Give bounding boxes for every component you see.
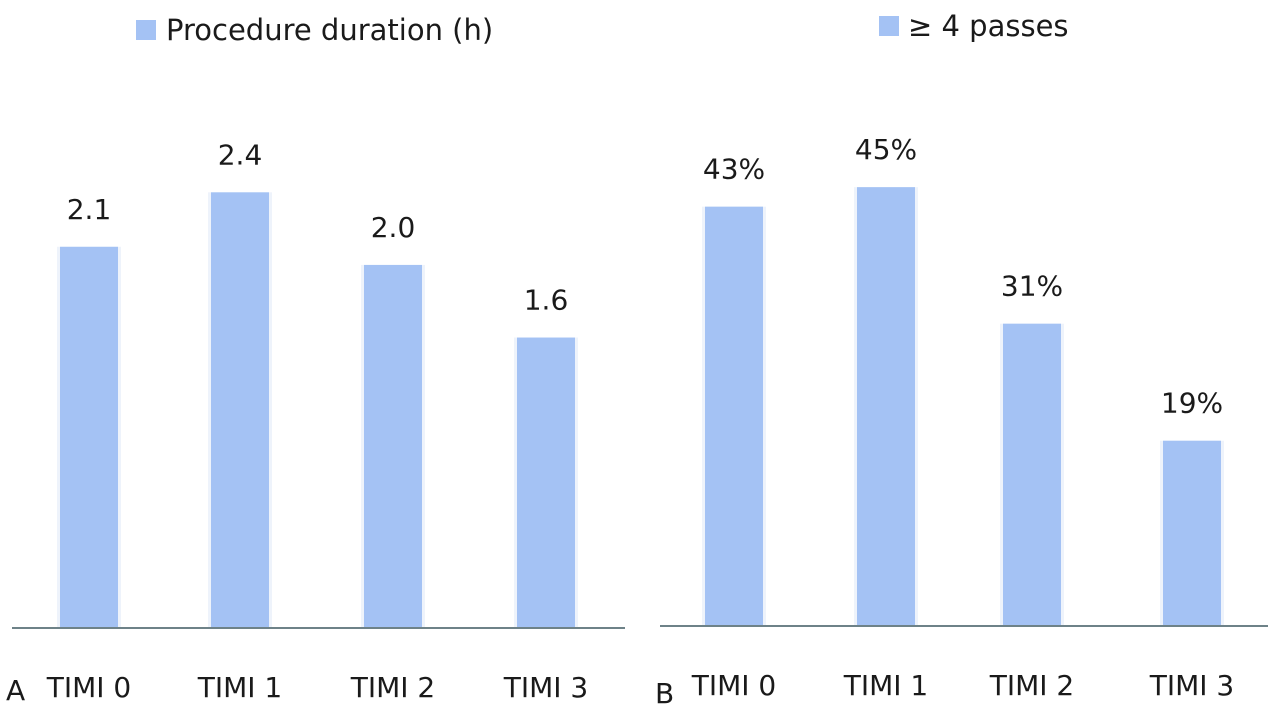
x-tick-label: TIMI 0	[691, 669, 777, 702]
bar	[60, 246, 118, 628]
data-label: 2.1	[67, 193, 112, 226]
data-label: 2.0	[371, 211, 416, 244]
bar	[211, 192, 269, 629]
x-tick-label: TIMI 1	[843, 669, 929, 702]
legend-swatch	[136, 20, 156, 40]
x-tick-label: TIMI 3	[1149, 669, 1235, 702]
panel-b: ≥ 4 passes 43% 45% 31% 19% TIMI 0 TIMI 1 TIMI 2…	[655, 9, 1268, 710]
data-label: 19%	[1161, 387, 1223, 420]
panel-label: B	[655, 677, 674, 710]
x-tick-label: TIMI 1	[197, 671, 283, 704]
panel-label: A	[6, 674, 25, 707]
x-tick-label: TIMI 2	[350, 671, 436, 704]
bar	[364, 264, 422, 628]
x-tick-label: TIMI 2	[989, 669, 1075, 702]
x-tick-label: TIMI 0	[46, 671, 132, 704]
x-tick-label: TIMI 3	[503, 671, 589, 704]
data-label: 31%	[1001, 270, 1063, 303]
bar	[705, 206, 763, 626]
data-label: 43%	[703, 153, 765, 186]
legend-swatch	[879, 16, 899, 36]
data-label: 45%	[855, 133, 917, 166]
data-label: 1.6	[524, 284, 569, 317]
panel-a: Procedure duration (h) 2.1 2.4 2.0 1.6 TIMI 0…	[6, 13, 625, 707]
legend-label: ≥ 4 passes	[908, 9, 1069, 43]
bar	[1163, 440, 1221, 626]
bar	[1003, 323, 1061, 626]
bar	[517, 337, 575, 628]
bar	[857, 187, 915, 626]
data-label: 2.4	[218, 138, 263, 171]
legend-label: Procedure duration (h)	[166, 13, 493, 47]
